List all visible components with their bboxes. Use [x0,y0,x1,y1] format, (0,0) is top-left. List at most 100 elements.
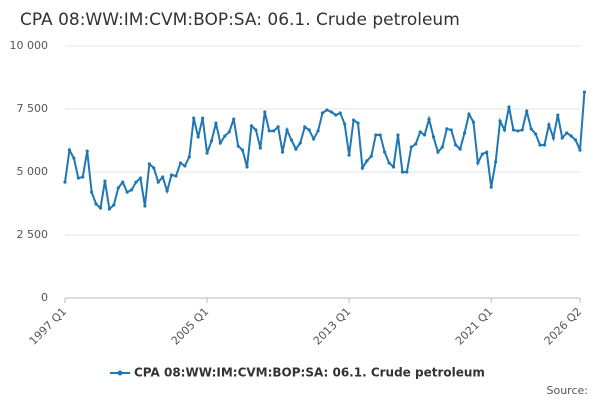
data-point [458,147,462,151]
data-point [538,143,542,147]
data-point [152,166,156,170]
data-point [249,124,254,128]
data-point [582,90,587,94]
data-point [107,207,111,211]
data-point [427,117,431,121]
data-point [573,138,578,142]
data-point [85,149,89,153]
data-point [90,190,94,194]
data-point [285,128,289,132]
data-point [187,155,191,159]
data-point [227,130,231,134]
data-point [494,160,498,164]
data-point [218,141,222,145]
data-point [196,135,200,139]
data-point [156,180,160,184]
data-point [516,129,520,133]
data-point [76,176,80,180]
data-point [529,127,533,131]
x-tick-label: 2005 Q1 [169,305,212,348]
data-point [507,105,511,109]
data-point [67,148,72,152]
data-point [245,165,249,169]
chart-title: CPA 08:WW:IM:CVM:BOP:SA: 06.1. Crude pet… [20,10,460,30]
data-point [378,133,382,137]
data-point [436,150,440,154]
data-point [147,162,151,166]
y-tick-label: 0 [41,291,48,304]
data-point [325,108,329,112]
data-point [192,116,196,120]
data-point [476,161,480,165]
data-point [454,143,458,147]
source-label: Source: [547,384,589,397]
data-point [223,134,227,138]
data-point [525,109,529,113]
data-point [316,129,320,133]
data-point [569,134,573,138]
data-point [347,153,351,157]
data-point [391,165,396,169]
data-point [511,128,516,132]
data-point [418,130,422,134]
data-point [165,189,169,193]
y-tick-label: 2 500 [17,228,49,241]
data-point [320,111,325,115]
data-point [116,186,120,190]
data-point [236,144,240,148]
data-point [81,175,85,179]
data-point [178,161,183,165]
data-point [254,128,258,132]
data-point [471,120,476,124]
data-point [387,161,391,165]
data-point [374,133,378,137]
x-tick-label: 2013 Q1 [311,305,354,348]
data-point [258,146,262,150]
data-point [276,125,280,129]
data-point [98,206,103,210]
data-point [351,118,356,122]
data-point [556,113,560,117]
data-point [449,128,453,132]
data-point [205,151,209,155]
data-point [520,128,524,132]
data-point [169,173,174,177]
x-tick-label: 2021 Q1 [453,305,496,348]
data-point [129,188,134,192]
data-point [303,125,307,129]
x-tick-label: 2026 Q2 [542,305,585,348]
data-point [72,156,76,160]
data-point [405,170,409,174]
data-point [565,131,569,135]
series-line [64,92,586,212]
data-point [502,128,507,132]
data-point [498,119,502,123]
data-point [542,143,547,147]
data-point [289,138,294,142]
data-point [356,121,360,125]
data-point [423,133,427,137]
data-point [369,154,373,158]
data-point [201,116,205,120]
data-point [294,147,298,151]
x-tick-label: 1997 Q1 [27,305,70,348]
y-tick-label: 7 500 [17,102,49,115]
data-point [409,145,413,149]
data-point [578,148,582,152]
data-point [209,139,214,143]
data-point [272,129,276,133]
data-point [547,123,551,127]
data-point [534,132,538,136]
data-point [560,136,564,140]
data-point [489,185,493,189]
legend-label: CPA 08:WW:IM:CVM:BOP:SA: 06.1. Crude pet… [134,366,485,380]
data-point [445,127,449,131]
data-point [338,111,342,115]
data-point [334,113,338,117]
data-point [551,136,555,140]
y-tick-label: 5 000 [17,165,49,178]
data-point [125,190,129,194]
data-point [63,180,67,184]
data-point [214,121,218,125]
